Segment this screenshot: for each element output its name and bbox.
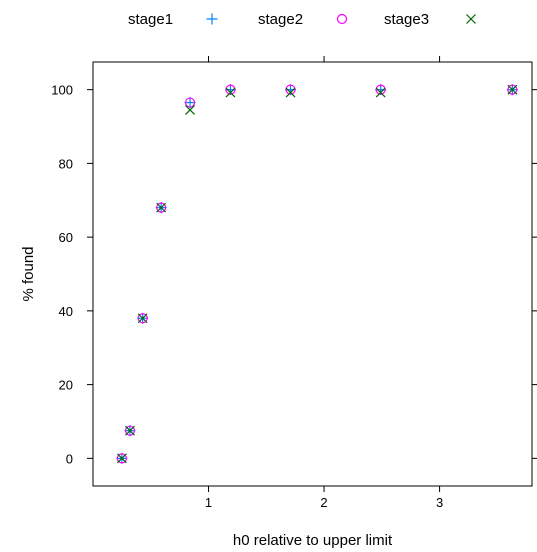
- y-tick-label: 60: [59, 230, 73, 245]
- stage2-point: [137, 313, 148, 324]
- stage3-point: [507, 84, 518, 95]
- stage2-point: [285, 84, 296, 95]
- x-tick-label: 1: [205, 495, 212, 510]
- stage2-point: [507, 84, 518, 95]
- stage3-point: [116, 453, 127, 464]
- stage2-point: [124, 425, 136, 436]
- stage1-point: [224, 84, 236, 96]
- x-tick-label: 2: [320, 495, 327, 510]
- stage1-point: [285, 84, 297, 96]
- stage2-point: [116, 453, 127, 464]
- y-tick-label: 80: [59, 156, 73, 171]
- stage1-point: [184, 97, 196, 109]
- y-tick-label: 40: [59, 304, 73, 319]
- stage3-point: [375, 87, 386, 98]
- legend-marker-stage2: [336, 13, 348, 25]
- legend-marker-stage3: [466, 14, 476, 24]
- y-tick-label: 100: [51, 83, 73, 98]
- axis-ticks: 1 2 3 0 20 40 60 80 100: [51, 56, 537, 510]
- stage2-point: [184, 97, 196, 108]
- stage2-point: [156, 202, 167, 213]
- y-tick-label: 20: [59, 378, 73, 393]
- stage1-point: [375, 84, 387, 96]
- x-axis-label: h0 relative to upper limit: [233, 532, 393, 549]
- legend: stage1 stage2 stage3: [128, 11, 476, 28]
- plot-frame: [92, 61, 533, 487]
- stage3-point: [225, 87, 236, 98]
- stage3-point: [156, 202, 167, 213]
- stage3-point: [285, 87, 296, 98]
- stage2-point: [225, 84, 236, 95]
- legend-label-stage2: stage2: [258, 11, 303, 28]
- y-axis-label: % found: [20, 246, 37, 301]
- legend-label-stage1: stage1: [128, 11, 173, 28]
- data-points: [116, 84, 518, 464]
- stage3-point: [185, 105, 195, 115]
- legend-label-stage3: stage3: [384, 11, 429, 28]
- stage3-point: [125, 425, 135, 436]
- legend-marker-stage1: [206, 13, 218, 25]
- stage2-point: [375, 84, 386, 95]
- x-tick-label: 3: [436, 495, 443, 510]
- stage3-point: [137, 313, 148, 324]
- y-tick-label: 0: [66, 451, 73, 466]
